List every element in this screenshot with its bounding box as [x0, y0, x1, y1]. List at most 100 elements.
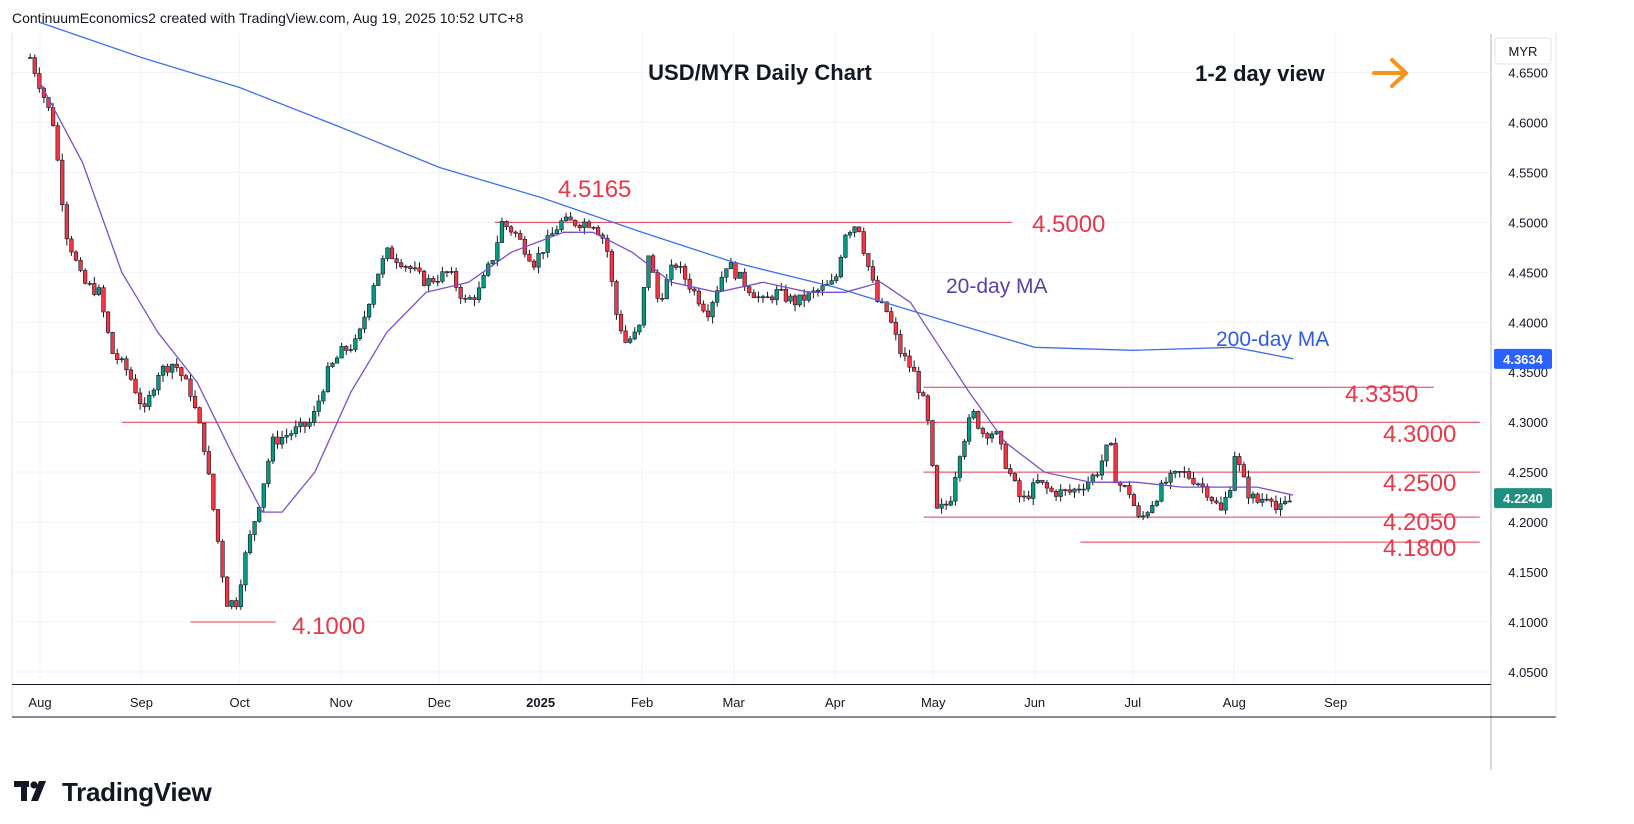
candle-body — [866, 253, 871, 267]
candle-body — [898, 334, 903, 354]
candle-body — [215, 509, 221, 542]
candle-body — [1122, 485, 1127, 487]
chart-title: USD/MYR Daily Chart — [648, 60, 872, 85]
candle-body — [87, 283, 92, 285]
candle-body — [696, 290, 701, 305]
level-lines: 4.5165 4.5000 4.3350 4.3000 4.2500 4.20504.18… — [121, 176, 1480, 640]
candle-body — [431, 278, 436, 283]
candle-body — [701, 303, 706, 312]
candle-body — [907, 355, 912, 368]
candle-body — [568, 216, 573, 221]
candle-body — [1287, 500, 1292, 503]
candle-body — [247, 534, 253, 554]
candle-body — [110, 332, 115, 354]
candle-body — [756, 296, 761, 299]
candle-body — [921, 392, 926, 397]
y-tick-label: 4.5500 — [1508, 165, 1548, 180]
candle-body — [673, 264, 679, 268]
candle-body — [1076, 488, 1082, 491]
candle-body — [857, 226, 862, 232]
candle-body — [151, 389, 156, 396]
candle-body — [944, 503, 949, 506]
candle-body — [930, 420, 935, 466]
candle-body — [563, 216, 569, 222]
candle-body — [985, 433, 990, 439]
x-tick-label: Oct — [229, 695, 250, 710]
candle-body — [765, 296, 770, 299]
candle-body — [774, 289, 779, 301]
candle-body — [504, 221, 509, 228]
candle-body — [1237, 456, 1242, 465]
candle-body — [476, 287, 482, 300]
candle-body — [788, 295, 793, 302]
candle-body — [847, 232, 853, 236]
candle-body — [792, 295, 798, 306]
candle-body — [96, 287, 101, 295]
level-label-4-5000: 4.5000 — [1032, 211, 1105, 238]
price-chart[interactable]: 4.6500 4.6000 4.5500 4.5000 4.4500 4.4000 4.35… — [0, 0, 1634, 770]
candle-body — [646, 255, 651, 288]
candle-body — [128, 369, 134, 380]
candle-body — [307, 422, 312, 427]
chart-attribution: ContinuumEconomics2 created with Trading… — [12, 10, 524, 26]
candle-body — [467, 297, 472, 300]
candle-body — [1095, 474, 1100, 477]
candle-body — [660, 298, 665, 300]
level-label-4-3350: 4.3350 — [1345, 381, 1418, 408]
candle-body — [170, 363, 175, 373]
candle-body — [925, 395, 930, 421]
candle-body — [1255, 493, 1260, 503]
candle-body — [948, 500, 953, 506]
candle-body — [1214, 500, 1219, 504]
candle-body — [1081, 488, 1086, 491]
candle-body — [266, 460, 271, 484]
candle-body — [1241, 464, 1246, 478]
candle-body — [435, 280, 440, 283]
candle-body — [953, 477, 958, 502]
candle-body — [1141, 515, 1146, 518]
candle-body — [339, 346, 344, 359]
candle-body — [742, 271, 747, 288]
candle-body — [1063, 489, 1068, 491]
x-tick-label: 2025 — [526, 695, 555, 710]
candle-body — [1054, 491, 1059, 497]
candle-body — [737, 271, 743, 279]
candle-body — [206, 451, 211, 475]
candle-body — [692, 288, 697, 292]
candle-body — [440, 271, 445, 282]
x-tick-label: Sep — [1324, 695, 1347, 710]
candle-body — [1195, 483, 1201, 486]
candle-body — [1072, 488, 1077, 493]
candle-body — [156, 374, 161, 391]
y-tick-label: 4.6000 — [1508, 115, 1548, 130]
candle-body — [1008, 468, 1013, 474]
candle-body — [719, 276, 724, 292]
candle-body — [115, 353, 120, 360]
candle-body — [884, 301, 889, 312]
candle-body — [980, 428, 985, 434]
tradingview-logo[interactable]: TradingView — [14, 772, 212, 812]
candle-body — [279, 436, 285, 445]
x-tick-label: Jul — [1125, 695, 1142, 710]
candle-body — [1136, 505, 1141, 517]
x-tick-label: Sep — [130, 695, 153, 710]
candle-body — [554, 229, 559, 234]
candle-body — [632, 331, 637, 340]
candle-body — [779, 288, 784, 291]
candle-body — [101, 287, 106, 313]
chart-frame — [11, 33, 1557, 770]
candle-body — [1205, 486, 1210, 498]
candle-body — [133, 378, 138, 394]
candle-body — [875, 279, 880, 303]
candle-body — [142, 403, 147, 407]
candle-body — [1182, 471, 1187, 473]
x-tick-label: Aug — [1223, 695, 1246, 710]
candle-body — [1067, 489, 1072, 493]
candle-body — [1113, 443, 1118, 484]
candle-body — [1017, 480, 1022, 498]
candle-body — [147, 395, 152, 407]
y-tick-label: 4.6500 — [1508, 65, 1548, 80]
y-tick-label: 4.5000 — [1508, 215, 1548, 230]
candle-body — [367, 303, 372, 318]
candle-body — [188, 378, 193, 397]
